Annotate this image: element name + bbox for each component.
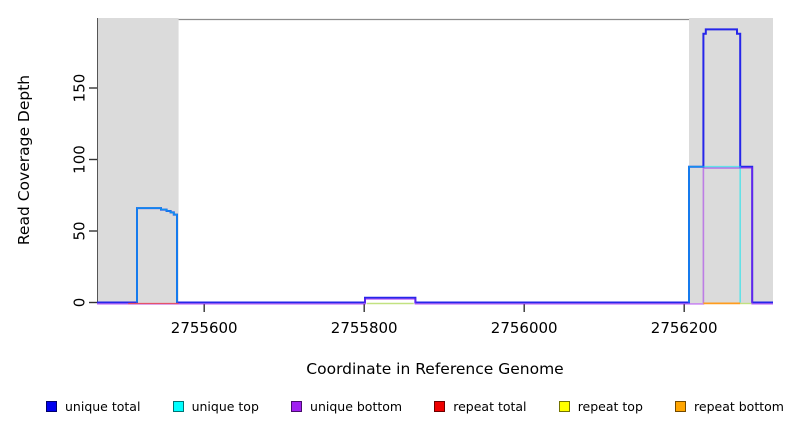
- legend-item-unique-top: unique top: [172, 399, 259, 414]
- x-tick-label: 2755600: [171, 319, 238, 337]
- legend-item-unique-total: unique total: [46, 399, 140, 414]
- series-unique-top: [136, 207, 178, 303]
- legend: unique total unique top unique bottom re…: [46, 399, 784, 414]
- series-unique-top: [688, 165, 742, 303]
- series-unique-total: [97, 28, 773, 304]
- legend-item-repeat-bottom: repeat bottom: [675, 399, 784, 414]
- legend-item-unique-bottom: unique bottom: [291, 399, 402, 414]
- legend-label-repeat-top: repeat top: [577, 399, 643, 414]
- legend-swatch-unique-total-icon: [46, 401, 57, 412]
- legend-label-unique-total: unique total: [65, 399, 141, 414]
- legend-swatch-unique-top-icon: [172, 401, 184, 412]
- legend-label-unique-bottom: unique bottom: [310, 399, 403, 414]
- legend-label-repeat-total: repeat total: [453, 399, 527, 414]
- shaded-region: [689, 18, 773, 304]
- y-tick-label: 150: [71, 74, 89, 103]
- legend-swatch-unique-bottom-icon: [291, 401, 303, 412]
- y-tick-label: 0: [71, 298, 89, 308]
- x-tick-label: 2756000: [491, 319, 558, 337]
- x-axis-label: Coordinate in Reference Genome: [306, 360, 564, 378]
- y-tick-label: 50: [71, 221, 89, 240]
- y-tick-label: 100: [71, 145, 89, 174]
- y-axis-label: Read Coverage Depth: [15, 74, 33, 246]
- x-tick-label: 2755800: [331, 319, 398, 337]
- legend-item-repeat-top: repeat top: [558, 399, 643, 414]
- legend-swatch-repeat-total-icon: [434, 401, 446, 412]
- legend-label-unique-top: unique top: [191, 399, 259, 414]
- x-tick-label: 2756200: [651, 319, 718, 337]
- series-unique-bottom: [97, 167, 773, 305]
- legend-label-repeat-bottom: repeat bottom: [694, 399, 784, 414]
- legend-swatch-repeat-top-icon: [558, 401, 570, 412]
- legend-item-repeat-total: repeat total: [434, 399, 527, 414]
- legend-swatch-repeat-bottom-icon: [675, 401, 687, 412]
